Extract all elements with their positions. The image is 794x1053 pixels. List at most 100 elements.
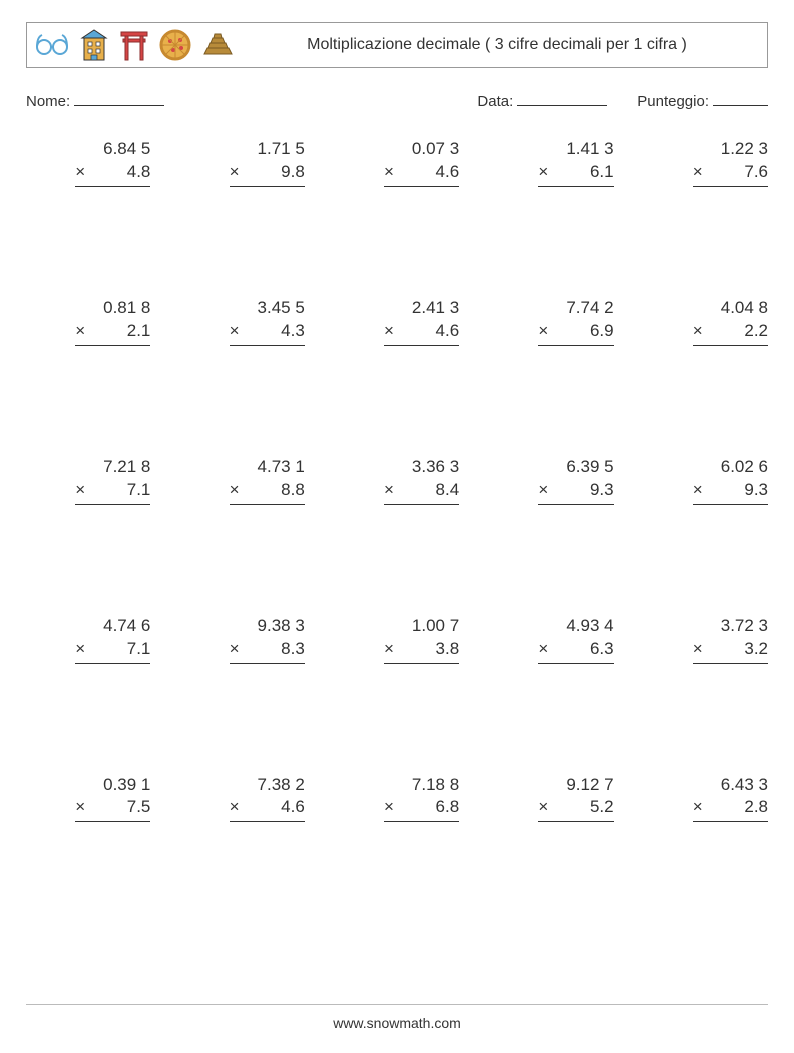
operator: × — [230, 638, 258, 663]
multiplicand: 7.74 2 — [566, 297, 613, 320]
operator: × — [230, 161, 258, 186]
multiplier: 6.3 — [566, 638, 613, 663]
header-box: Moltiplicazione decimale ( 3 cifre decim… — [26, 22, 768, 68]
operator: × — [75, 479, 103, 504]
multiplicand: 0.07 3 — [412, 138, 459, 161]
multiplier: 9.3 — [566, 479, 613, 504]
multiplier: 2.2 — [721, 320, 768, 345]
multiplier: 9.3 — [721, 479, 768, 504]
problem: 7.38 2×4.6 — [180, 774, 304, 823]
operator: × — [230, 796, 258, 821]
multiplier: 7.1 — [103, 638, 150, 663]
problem: 0.81 8×2.1 — [26, 297, 150, 346]
info-row: Nome: Data: Punteggio: — [26, 90, 768, 110]
multiplier: 8.3 — [258, 638, 305, 663]
multiplicand: 2.41 3 — [412, 297, 459, 320]
problem: 3.72 3×3.2 — [644, 615, 768, 664]
operator: × — [538, 161, 566, 186]
pizza-icon — [159, 29, 191, 61]
operator: × — [693, 638, 721, 663]
footer-url: www.snowmath.com — [333, 1015, 461, 1031]
multiplier: 6.9 — [566, 320, 613, 345]
operator: × — [538, 320, 566, 345]
problem: 1.71 5×9.8 — [180, 138, 304, 187]
multiplicand: 1.41 3 — [566, 138, 613, 161]
multiplier: 8.4 — [412, 479, 459, 504]
problem: 6.39 5×9.3 — [489, 456, 613, 505]
operator: × — [538, 638, 566, 663]
problem: 1.00 7×3.8 — [335, 615, 459, 664]
problem: 6.84 5×4.8 — [26, 138, 150, 187]
multiplicand: 1.71 5 — [258, 138, 305, 161]
date-blank[interactable] — [517, 90, 607, 106]
problem: 1.41 3×6.1 — [489, 138, 613, 187]
problem: 3.36 3×8.4 — [335, 456, 459, 505]
problem: 4.73 1×8.8 — [180, 456, 304, 505]
problem: 1.22 3×7.6 — [644, 138, 768, 187]
multiplier: 4.6 — [412, 161, 459, 186]
multiplier: 4.3 — [258, 320, 305, 345]
operator: × — [75, 638, 103, 663]
torii-icon — [119, 28, 149, 62]
glasses-icon — [35, 30, 69, 60]
multiplicand: 3.72 3 — [721, 615, 768, 638]
name-label: Nome: — [26, 93, 70, 110]
pyramid-icon — [201, 30, 235, 60]
multiplier: 4.6 — [412, 320, 459, 345]
operator: × — [538, 796, 566, 821]
multiplicand: 0.39 1 — [103, 774, 150, 797]
multiplicand: 9.38 3 — [258, 615, 305, 638]
footer-divider — [26, 1004, 768, 1005]
multiplier: 4.6 — [258, 796, 305, 821]
problem: 6.02 6×9.3 — [644, 456, 768, 505]
operator: × — [384, 161, 412, 186]
operator: × — [384, 479, 412, 504]
operator: × — [230, 320, 258, 345]
problem: 3.45 5×4.3 — [180, 297, 304, 346]
operator: × — [693, 320, 721, 345]
score-blank[interactable] — [713, 90, 768, 106]
multiplicand: 4.93 4 — [566, 615, 613, 638]
multiplier: 4.8 — [103, 161, 150, 186]
date-label: Data: — [477, 93, 513, 110]
multiplicand: 6.84 5 — [103, 138, 150, 161]
multiplicand: 4.73 1 — [258, 456, 305, 479]
operator: × — [75, 161, 103, 186]
problem: 4.93 4×6.3 — [489, 615, 613, 664]
problem: 6.43 3×2.8 — [644, 774, 768, 823]
multiplier: 5.2 — [566, 796, 613, 821]
multiplicand: 0.81 8 — [103, 297, 150, 320]
header-icons — [35, 28, 235, 62]
operator: × — [693, 796, 721, 821]
problems-grid: 6.84 5×4.81.71 5×9.80.07 3×4.61.41 3×6.1… — [26, 138, 768, 822]
operator: × — [384, 320, 412, 345]
multiplicand: 3.45 5 — [258, 297, 305, 320]
operator: × — [75, 320, 103, 345]
footer: www.snowmath.com — [0, 1004, 794, 1031]
multiplier: 2.1 — [103, 320, 150, 345]
multiplier: 6.1 — [566, 161, 613, 186]
problem: 4.04 8×2.2 — [644, 297, 768, 346]
problem: 9.12 7×5.2 — [489, 774, 613, 823]
multiplicand: 1.22 3 — [721, 138, 768, 161]
multiplicand: 7.18 8 — [412, 774, 459, 797]
multiplicand: 7.38 2 — [258, 774, 305, 797]
multiplicand: 1.00 7 — [412, 615, 459, 638]
problem: 4.74 6×7.1 — [26, 615, 150, 664]
problem: 9.38 3×8.3 — [180, 615, 304, 664]
operator: × — [693, 479, 721, 504]
multiplicand: 4.74 6 — [103, 615, 150, 638]
name-blank[interactable] — [74, 90, 164, 106]
problem: 2.41 3×4.6 — [335, 297, 459, 346]
multiplicand: 6.39 5 — [566, 456, 613, 479]
multiplicand: 4.04 8 — [721, 297, 768, 320]
problem: 7.18 8×6.8 — [335, 774, 459, 823]
operator: × — [230, 479, 258, 504]
score-label: Punteggio: — [637, 93, 709, 110]
multiplier: 3.8 — [412, 638, 459, 663]
operator: × — [384, 796, 412, 821]
worksheet-title: Moltiplicazione decimale ( 3 cifre decim… — [235, 35, 759, 54]
multiplier: 8.8 — [258, 479, 305, 504]
operator: × — [693, 161, 721, 186]
multiplier: 9.8 — [258, 161, 305, 186]
